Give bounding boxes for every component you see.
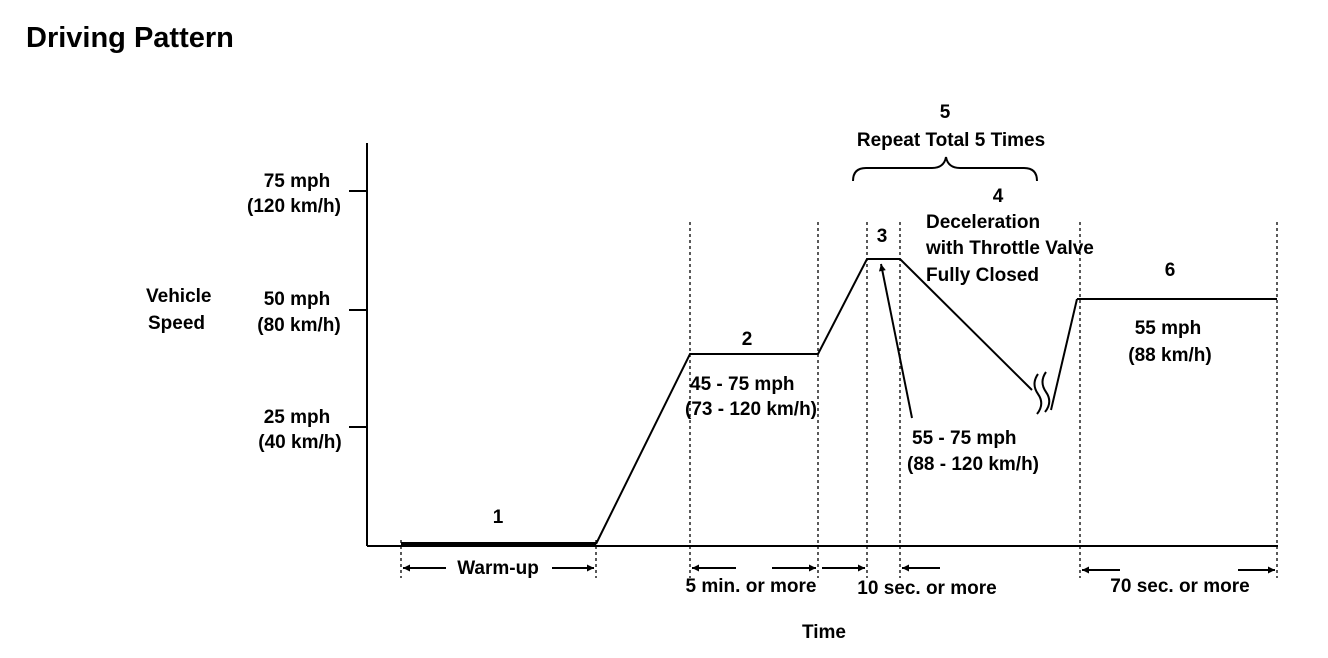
y-tick-label-25-kmh: (40 km/h) bbox=[258, 432, 341, 453]
phase-1-duration: Warm-up bbox=[457, 558, 539, 579]
speed-profile-final-ramp bbox=[1050, 298, 1078, 411]
phase-6-duration: 70 sec. or more bbox=[1110, 576, 1249, 597]
phase-3-duration: 10 sec. or more bbox=[857, 578, 996, 599]
y-axis-label-line2: Speed bbox=[148, 313, 205, 334]
page-title: Driving Pattern bbox=[26, 22, 234, 54]
y-tick-label-75-mph: 75 mph bbox=[264, 171, 331, 192]
phase-6-number: 6 bbox=[1165, 260, 1176, 281]
phase-5-label: Repeat Total 5 Times bbox=[857, 130, 1045, 151]
x-axis-label: Time bbox=[802, 622, 846, 643]
break-symbol bbox=[1041, 371, 1051, 413]
speed-profile-main bbox=[595, 258, 1033, 545]
phase-6-speed-mph: 55 mph bbox=[1135, 318, 1202, 339]
phase-4-line2: with Throttle Valve bbox=[925, 238, 1094, 259]
phase-2-number: 2 bbox=[742, 329, 753, 350]
y-tick-label-75-kmh: (120 km/h) bbox=[247, 196, 341, 217]
phase-4-number: 4 bbox=[993, 186, 1004, 207]
phase-3-speed-mph: 55 - 75 mph bbox=[912, 428, 1017, 449]
phase-4-line3: Fully Closed bbox=[926, 265, 1039, 286]
phase-2-duration: 5 min. or more bbox=[686, 576, 817, 597]
phase-3-speed-kmh: (88 - 120 km/h) bbox=[907, 454, 1039, 475]
phase-3-number: 3 bbox=[877, 226, 888, 247]
phase-5-number: 5 bbox=[940, 102, 951, 123]
phase-4-line1: Deceleration bbox=[926, 212, 1040, 233]
break-symbol bbox=[1033, 373, 1043, 415]
y-tick-label-50-kmh: (80 km/h) bbox=[257, 315, 340, 336]
y-axis-label-line1: Vehicle bbox=[146, 286, 212, 307]
phase-2-speed-kmh: (73 - 120 km/h) bbox=[685, 399, 817, 420]
y-tick-label-25-mph: 25 mph bbox=[264, 407, 331, 428]
repeat-brace bbox=[852, 156, 1038, 182]
phase-2-speed-mph: 45 - 75 mph bbox=[690, 374, 795, 395]
y-tick-label-50-mph: 50 mph bbox=[264, 289, 331, 310]
pointer-arrow bbox=[878, 263, 913, 419]
phase-1-number: 1 bbox=[493, 507, 504, 528]
phase-6-speed-kmh: (88 km/h) bbox=[1128, 345, 1211, 366]
